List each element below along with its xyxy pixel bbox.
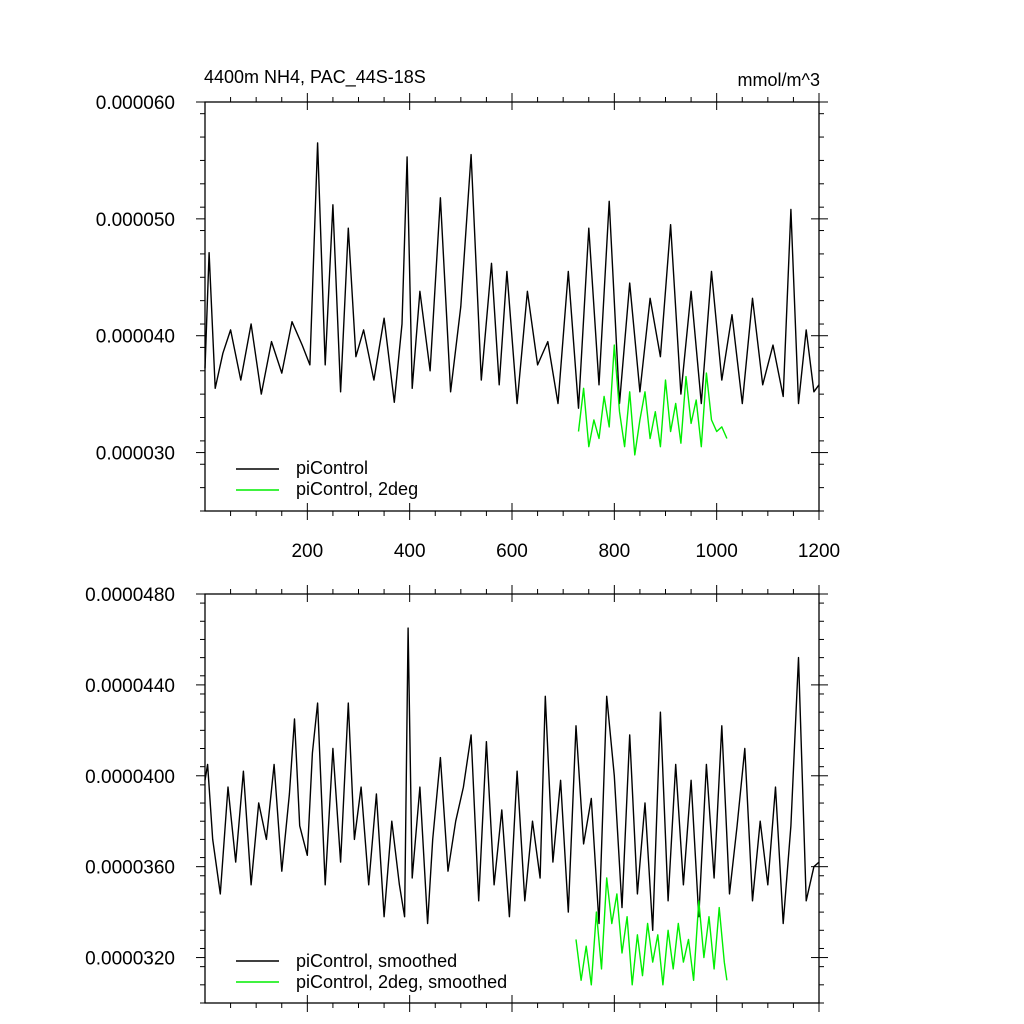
top-panel-title: 4400m NH4, PAC_44S-18S	[204, 67, 426, 88]
bottom-panel-plot-area	[204, 627, 820, 986]
y-tick-label: 0.000050	[96, 210, 175, 231]
series-line-picontrol-smoothed	[204, 627, 820, 931]
x-tick-label: 200	[291, 541, 323, 562]
y-tick-label: 0.0000320	[85, 949, 175, 970]
legend-label-picontrol-2deg: piControl, 2deg	[296, 479, 418, 499]
x-tick-label: 1200	[798, 541, 840, 562]
legend-label-picontrol-smoothed: piControl, smoothed	[296, 951, 457, 971]
top-panel-legend: piControl piControl, 2deg	[236, 458, 418, 499]
top-panel: 4400m NH4, PAC_44S-18S mmol/m^3 200 400 60…	[96, 67, 840, 562]
bottom-panel-ticks: 0.0000320 0.0000360 0.0000400 0.0000440 0.00…	[85, 585, 828, 1012]
y-tick-label: 0.0000440	[85, 676, 175, 697]
series-line-picontrol	[204, 142, 820, 409]
x-tick-label: 800	[598, 541, 630, 562]
x-tick-label: 400	[394, 541, 426, 562]
bottom-panel-legend: piControl, smoothed piControl, 2deg, smo…	[236, 951, 507, 992]
series-line-picontrol-2deg	[577, 344, 728, 456]
legend-label-picontrol: piControl	[296, 458, 368, 478]
top-panel-frame	[204, 101, 820, 512]
x-tick-label: 1000	[696, 541, 738, 562]
y-tick-label: 0.0000480	[85, 585, 175, 606]
top-panel-ticks: 200 400 600 800 1000 1200 0.000030 0.000040 0.00…	[96, 93, 840, 562]
bottom-panel-frame	[204, 593, 820, 1004]
y-tick-label: 0.0000400	[85, 767, 175, 788]
y-tick-label: 0.000040	[96, 327, 175, 348]
top-panel-units: mmol/m^3	[738, 70, 820, 90]
y-tick-label: 0.000060	[96, 93, 175, 114]
top-panel-plot-area	[204, 142, 820, 456]
y-tick-label: 0.000030	[96, 444, 175, 465]
x-tick-label: 600	[496, 541, 528, 562]
bottom-panel: 0.0000320 0.0000360 0.0000400 0.0000440 0.00…	[85, 585, 828, 1012]
y-tick-label: 0.0000360	[85, 858, 175, 879]
series-line-picontrol-2deg-smoothed	[575, 877, 728, 986]
legend-label-picontrol-2deg-smoothed: piControl, 2deg, smoothed	[296, 972, 507, 992]
